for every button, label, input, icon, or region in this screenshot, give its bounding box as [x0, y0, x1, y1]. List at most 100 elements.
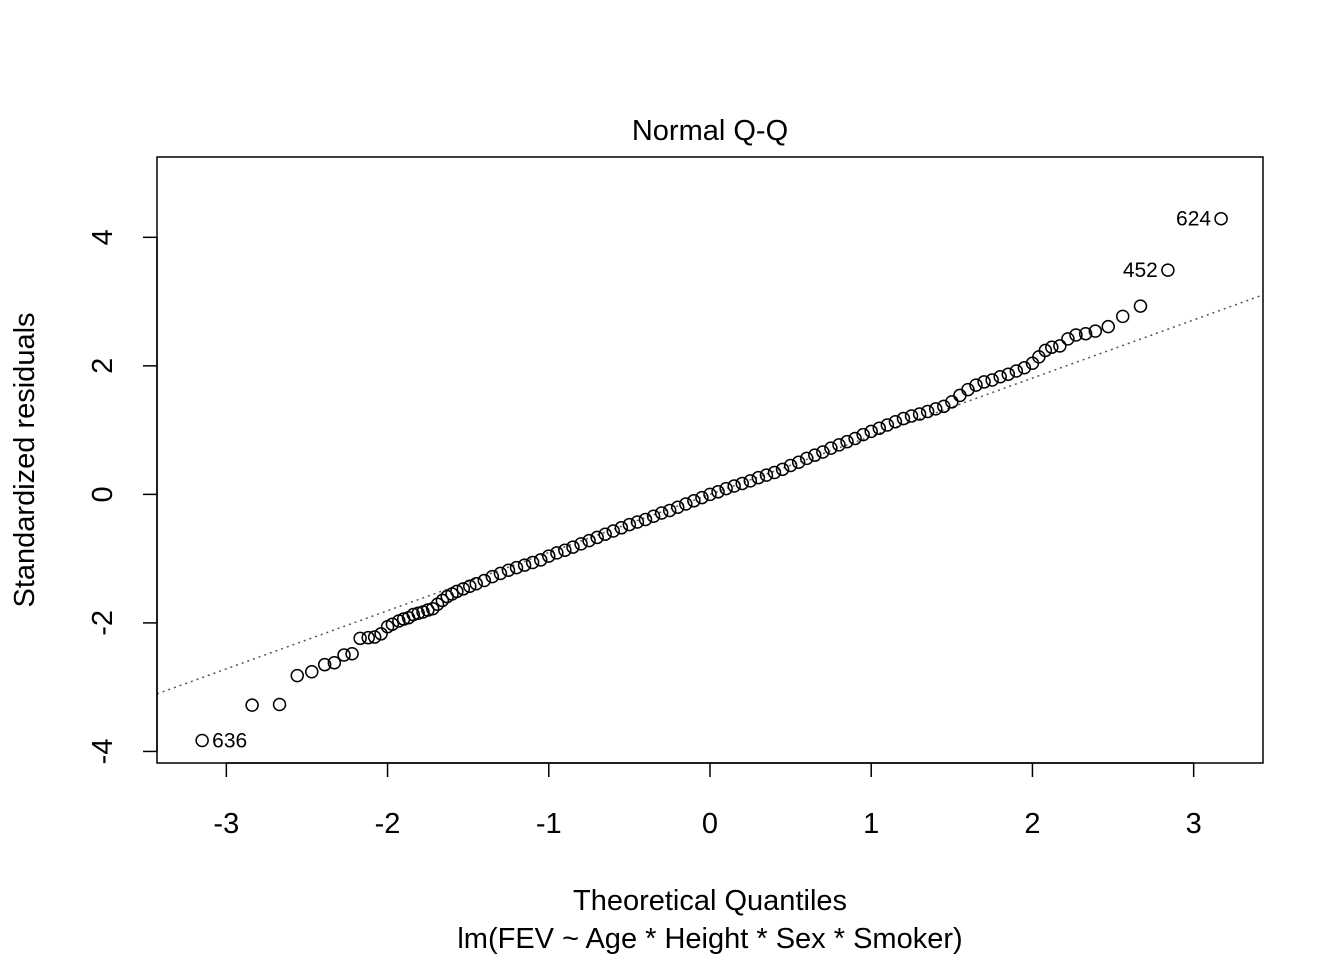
data-point: [425, 602, 440, 616]
data-point: [1115, 309, 1130, 324]
data-point: [317, 657, 332, 672]
data-point: [590, 530, 604, 545]
data-point: [671, 500, 685, 514]
data-point: [912, 407, 927, 421]
data-point: [525, 555, 540, 570]
data-point: [856, 427, 870, 442]
data-point: [456, 582, 471, 596]
data-point: [848, 431, 862, 446]
data-point: [469, 576, 483, 591]
data-point: [824, 441, 838, 455]
data-point: [888, 415, 903, 429]
data-point: [977, 375, 991, 389]
data-point: [961, 382, 975, 397]
data-point: [1214, 211, 1228, 226]
y-tick-label: -4: [87, 739, 119, 765]
x-tick-label: -1: [536, 808, 562, 840]
data-point: [1161, 263, 1175, 277]
data-point: [477, 573, 492, 588]
data-point: [953, 388, 967, 403]
data-point: [735, 476, 749, 491]
point-labels-layer: 624 452 636: [212, 208, 1211, 753]
data-point: [662, 503, 677, 518]
data-point: [654, 506, 669, 520]
data-point: [1061, 332, 1075, 346]
data-point: [606, 524, 621, 538]
data-point: [638, 512, 653, 527]
data-point: [463, 579, 477, 594]
y-axis-label: Standardized residuals: [9, 312, 41, 607]
y-tick-label: 4: [87, 229, 119, 245]
data-point: [1088, 324, 1103, 338]
data-point: [550, 546, 564, 560]
data-point: [904, 409, 919, 423]
data-point: [1069, 328, 1083, 342]
data-point: [367, 630, 382, 644]
data-point: [337, 648, 351, 662]
data-point: [928, 402, 943, 416]
data-point: [450, 584, 464, 599]
data-point: [751, 470, 766, 485]
data-point: [558, 543, 572, 558]
data-point: [937, 399, 951, 414]
x-tick-label: -3: [213, 808, 239, 840]
data-point: [920, 404, 935, 419]
data-point: [406, 607, 421, 622]
data-point: [832, 438, 846, 452]
data-point: [687, 494, 701, 508]
qq-reference-line: [156, 294, 1264, 695]
y-axis: -4 -2 0 2 4: [87, 229, 158, 765]
data-point: [566, 540, 580, 554]
data-point: [1045, 340, 1059, 354]
data-point: [614, 521, 629, 535]
data-point: [783, 458, 798, 473]
data-point: [345, 647, 359, 661]
chart-title: Normal Q-Q: [632, 115, 788, 147]
data-point: [353, 631, 367, 646]
data-point: [622, 517, 637, 532]
data-point: [1133, 299, 1148, 313]
data-point: [1009, 364, 1024, 378]
y-tick-label: 0: [87, 486, 119, 502]
data-point: [493, 566, 508, 581]
data-point: [872, 421, 887, 435]
data-point: [1053, 339, 1067, 353]
data-point: [290, 668, 305, 683]
data-point: [969, 378, 983, 392]
plot-frame: [156, 156, 1264, 764]
x-tick-label: 1: [863, 808, 879, 840]
data-point: [501, 563, 516, 577]
y-tick-label: 2: [87, 358, 119, 374]
data-point: [630, 515, 645, 529]
point-label: 624: [1176, 208, 1211, 231]
data-point: [703, 487, 717, 502]
data-point: [719, 481, 733, 496]
data-point: [840, 434, 854, 449]
data-point: [574, 537, 588, 551]
points-layer: [195, 211, 1228, 748]
data-point: [411, 606, 425, 621]
data-point: [985, 373, 999, 387]
data-point: [1001, 367, 1016, 381]
x-tick-label: 0: [702, 808, 718, 840]
model-formula-subtitle: lm(FEV ~ Age * Height * Sex * Smoker): [457, 923, 962, 955]
data-point: [743, 474, 758, 488]
point-label: 636: [212, 730, 247, 753]
reference-line-layer: [156, 294, 1264, 695]
data-point: [896, 411, 911, 426]
x-tick-label: -2: [375, 808, 401, 840]
x-tick-label: 3: [1186, 808, 1202, 840]
data-point: [421, 603, 435, 617]
data-point: [679, 497, 693, 511]
data-point: [775, 462, 790, 477]
data-point: [759, 468, 774, 482]
data-point: [1032, 350, 1046, 364]
data-point: [517, 558, 532, 572]
data-point: [799, 451, 814, 466]
data-point: [582, 533, 596, 548]
data-point: [533, 553, 548, 567]
data-point: [245, 698, 259, 712]
point-label: 452: [1123, 259, 1158, 282]
data-point: [361, 630, 375, 645]
data-point: [272, 697, 287, 712]
